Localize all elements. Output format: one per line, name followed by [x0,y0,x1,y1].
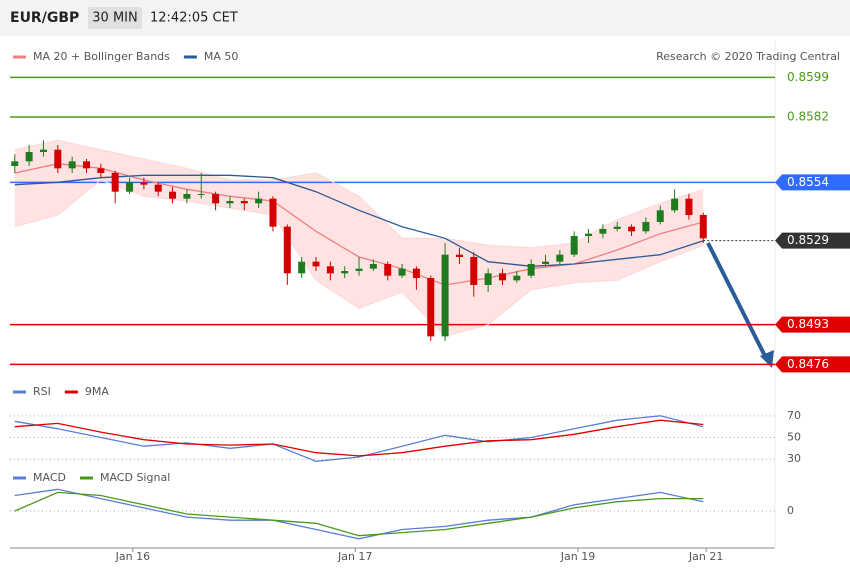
candle-body [484,273,492,285]
candle-body [685,198,693,215]
source: Research © 2020 Trading Central [656,50,840,63]
level-label: 0.8582 [787,110,829,124]
forecast-arrowhead [760,350,774,368]
y-tick-label: 50 [787,431,801,444]
interval-box [88,7,142,29]
candle-body [542,261,549,264]
candle-body [585,233,593,236]
time: 12:42:05 CET [150,11,238,26]
candle-body [384,264,392,276]
candle-body [226,201,234,204]
candle-body [54,149,62,169]
candle-body [613,226,621,229]
candle-body [427,278,435,337]
candle-body [283,226,291,274]
candle-body [355,268,363,271]
x-tick-label: Jan 21 [688,550,723,563]
legend-label: MACD [33,471,66,484]
candle-body [39,149,47,152]
candle-body [83,161,90,169]
indicator-line [14,488,704,540]
legend-label: 9MA [85,385,109,398]
symbol: EUR/GBP [10,10,79,26]
level-label: 0.8493 [787,317,829,331]
y-tick-label: 70 [787,409,801,422]
candle-body [341,271,349,274]
candle-body [412,268,420,278]
x-tick-label: Jan 19 [560,550,595,563]
y-tick-label: 30 [787,452,801,465]
ma-line [14,174,704,267]
candle-body [255,198,263,204]
level-box [775,316,850,333]
candle-body [470,257,478,285]
candle-body [455,254,463,257]
legend-label: MA 50 [204,50,239,63]
candle-body [671,198,679,211]
candle-body [126,182,134,192]
candle-body [599,229,607,234]
candle-body [11,161,19,166]
candle-body [298,261,306,274]
indicator-line [14,415,704,462]
level-box [775,232,850,249]
candle-body [699,215,707,239]
level-label: 0.8599 [787,70,829,84]
level-label: 0.8529 [787,233,829,247]
y-tick-label: 0 [787,504,794,517]
bollinger-band [14,140,704,337]
candle-body [570,236,578,255]
candle-body [68,161,76,169]
forecast-arrow [706,242,768,359]
candle-body [212,194,220,204]
candle-body [398,268,406,276]
candle-body [513,275,521,281]
candle-body [312,261,320,267]
candle-body [628,226,636,232]
level-box [775,174,850,191]
candle-body [240,201,248,204]
candle-body [369,264,377,269]
x-tick-label: Jan 16 [115,550,150,563]
x-tick-label: Jan 17 [337,550,372,563]
candle-body [197,194,205,195]
level-box [775,356,850,373]
candle-body [97,168,105,173]
candle-body [656,210,664,222]
candle-body [441,254,449,337]
legend-label: MA 20 + Bollinger Bands [33,50,170,63]
indicator-line [14,419,704,457]
candle-body [111,173,119,192]
legend-label: RSI [33,385,51,398]
indicator-line [14,491,704,537]
candle-body [326,266,334,274]
candle-body [140,182,148,185]
candle-body [556,254,564,262]
interval: 30 MIN [92,11,137,26]
candle-body [527,264,535,276]
level-label: 0.8476 [787,357,829,371]
candle-body [183,194,191,199]
candle-body [269,198,277,227]
candle-body [642,222,650,232]
candle-body [498,273,506,281]
candle-body [169,191,177,199]
level-label: 0.8554 [787,175,829,189]
candle-body [154,184,162,192]
legend-label: MACD Signal [100,471,170,484]
candle-body [25,152,33,162]
